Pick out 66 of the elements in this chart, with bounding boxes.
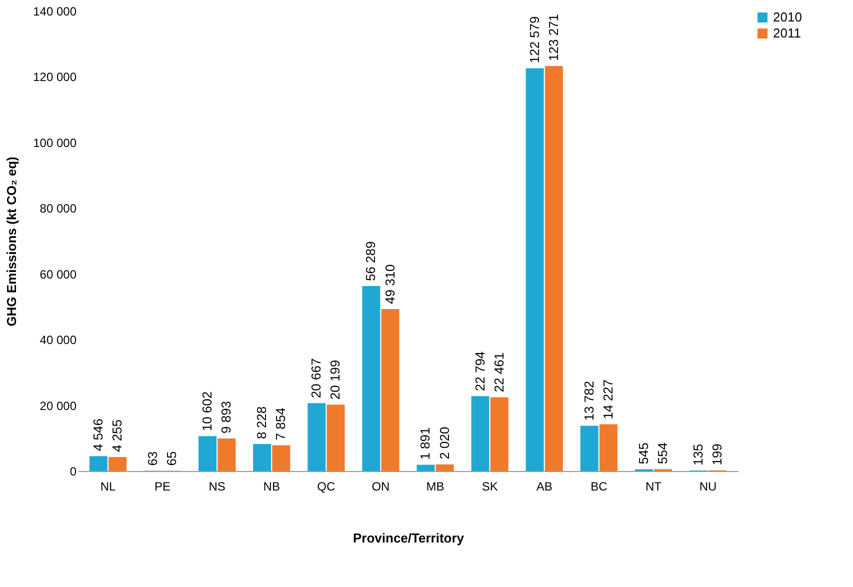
- data-label: 135: [690, 444, 706, 466]
- bar: [544, 66, 563, 471]
- bar: [436, 464, 454, 471]
- x-tick-label: MB: [426, 480, 444, 494]
- data-label: 122 579: [526, 16, 542, 64]
- data-label: 123 271: [546, 14, 561, 61]
- data-label: 65: [164, 451, 180, 466]
- bar: [362, 286, 380, 471]
- bar: [490, 397, 508, 471]
- y-tick-label: 80 000: [40, 202, 77, 216]
- y-tick-label: 20 000: [40, 398, 77, 413]
- bar: [253, 444, 272, 471]
- y-tick-label: 40 000: [40, 333, 77, 348]
- x-tick-label: SK: [482, 480, 498, 494]
- y-tick-label: 100 000: [33, 136, 77, 150]
- x-tick-label: QC: [317, 480, 336, 494]
- x-tick-label: NS: [208, 480, 226, 494]
- x-tick-label: ON: [372, 480, 390, 494]
- data-label: 9 893: [218, 400, 234, 434]
- x-tick-label: NU: [699, 480, 717, 494]
- y-axis-title: GHG Emissions (kt CO₂ eq): [4, 156, 20, 326]
- data-label: 22 794: [472, 351, 488, 392]
- bar: [326, 404, 345, 471]
- data-label: 63: [145, 451, 160, 466]
- data-label: 49 310: [382, 264, 398, 304]
- data-label: 13 782: [581, 380, 596, 421]
- x-tick-label: BC: [590, 480, 608, 494]
- y-tick-label: 60 000: [40, 267, 77, 282]
- bar: [308, 403, 326, 471]
- y-tick-label: 140 000: [33, 4, 77, 18]
- bar: [198, 436, 217, 471]
- bar: [526, 68, 544, 471]
- data-label: 4 546: [90, 418, 106, 452]
- bar: [599, 424, 618, 471]
- data-label: 22 461: [491, 352, 506, 392]
- y-tick-label: 120 000: [33, 70, 77, 84]
- y-tick-label: 0: [70, 464, 77, 478]
- data-label: 10 602: [200, 391, 215, 432]
- x-tick-label: PE: [154, 480, 171, 494]
- data-label: 1 891: [418, 427, 433, 460]
- data-label: 2 020: [436, 426, 452, 460]
- bar: [218, 438, 236, 471]
- data-label: 4 255: [110, 419, 125, 452]
- data-label: 8 228: [254, 406, 270, 439]
- x-tick-label: NB: [263, 480, 280, 494]
- bar: [272, 445, 290, 471]
- data-label: 7 854: [273, 408, 288, 440]
- legend-label: 2010: [773, 10, 802, 24]
- bar: [89, 456, 108, 471]
- data-label: 14 227: [600, 379, 616, 420]
- bar: [416, 464, 435, 471]
- legend-label: 2011: [773, 26, 801, 40]
- x-tick-label: AB: [536, 480, 552, 494]
- bar: [381, 308, 400, 471]
- data-label: 545: [636, 442, 651, 464]
- data-label: 20 667: [308, 358, 324, 398]
- bar: [471, 396, 490, 471]
- data-label: 199: [710, 444, 725, 466]
- data-label: 20 199: [328, 360, 343, 400]
- data-label: 554: [655, 442, 670, 464]
- x-axis-title: Province/Territory: [352, 530, 465, 546]
- bar: [108, 457, 127, 471]
- x-tick-label: NT: [645, 480, 662, 494]
- data-label: 56 289: [363, 241, 378, 282]
- bar: [580, 426, 598, 471]
- x-tick-label: NL: [100, 480, 116, 494]
